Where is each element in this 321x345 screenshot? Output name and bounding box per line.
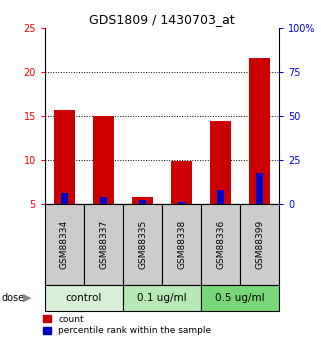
Bar	[162, 204, 201, 285]
Bar	[240, 204, 279, 285]
Bar	[123, 204, 162, 285]
Text: GSM88338: GSM88338	[177, 219, 186, 269]
Bar	[45, 285, 123, 310]
Text: GSM88337: GSM88337	[99, 219, 108, 269]
Bar	[256, 173, 263, 204]
Text: 0.1 ug/ml: 0.1 ug/ml	[137, 293, 187, 303]
Bar	[123, 285, 201, 310]
Bar	[217, 190, 224, 204]
Bar	[171, 161, 192, 204]
Title: GDS1809 / 1430703_at: GDS1809 / 1430703_at	[89, 13, 235, 27]
Text: GSM88399: GSM88399	[255, 219, 264, 269]
Text: control: control	[66, 293, 102, 303]
Text: ▶: ▶	[23, 293, 32, 303]
Bar	[132, 197, 153, 204]
Bar	[249, 58, 271, 204]
Bar	[61, 193, 68, 204]
Bar	[100, 197, 107, 204]
Text: GSM88334: GSM88334	[60, 219, 69, 269]
Text: GSM88336: GSM88336	[216, 219, 225, 269]
Bar	[210, 121, 231, 204]
Bar	[139, 200, 146, 204]
Bar	[54, 110, 75, 204]
Bar	[84, 204, 123, 285]
Bar	[45, 204, 84, 285]
Bar	[93, 116, 114, 204]
Text: dose: dose	[2, 293, 25, 303]
Text: 0.5 ug/ml: 0.5 ug/ml	[215, 293, 265, 303]
Text: GSM88335: GSM88335	[138, 219, 147, 269]
Legend: count, percentile rank within the sample: count, percentile rank within the sample	[43, 315, 212, 335]
Bar	[178, 202, 185, 204]
Bar	[201, 204, 240, 285]
Bar	[201, 285, 279, 310]
